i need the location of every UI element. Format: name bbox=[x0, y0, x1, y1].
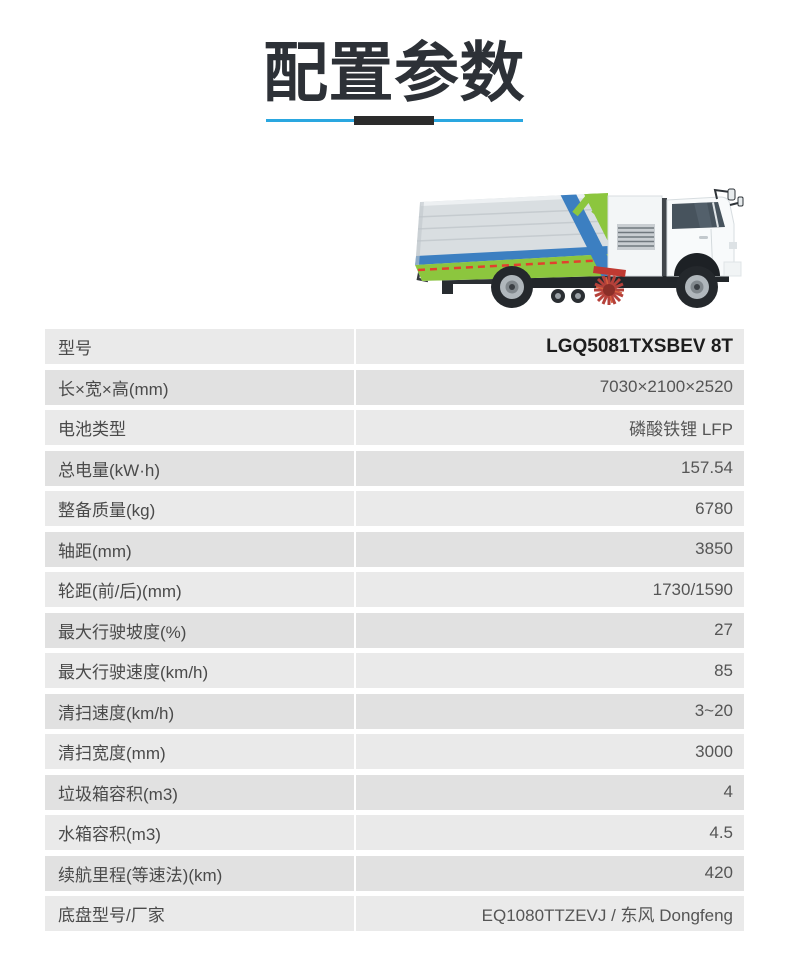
table-row-garbage-bin-volume: 垃圾箱容积(m3) 4 bbox=[45, 774, 744, 810]
spec-table: 型号 LGQ5081TXSBEV 8T 长×宽×高(mm) 7030×2100×… bbox=[45, 329, 744, 937]
table-row-model: 型号 LGQ5081TXSBEV 8T bbox=[45, 329, 744, 364]
truck-illustration bbox=[415, 188, 744, 308]
table-row-sweep-speed: 清扫速度(km/h) 3~20 bbox=[45, 693, 744, 729]
row-value: 157.54 bbox=[356, 450, 744, 486]
page-title: 配置参数 bbox=[262, 36, 525, 109]
rear-wheel bbox=[491, 266, 533, 308]
table-row-range: 续航里程(等速法)(km) 420 bbox=[45, 855, 744, 891]
sweeper-arm bbox=[593, 266, 626, 277]
table-row-sweep-width: 清扫宽度(mm) 3000 bbox=[45, 734, 744, 769]
row-value: 3~20 bbox=[356, 693, 744, 729]
row-value: EQ1080TTZEVJ / 东风 Dongfeng bbox=[356, 896, 744, 931]
table-row-max-gradient: 最大行驶坡度(%) 27 bbox=[45, 612, 744, 648]
row-label: 整备质量(kg) bbox=[45, 491, 354, 526]
row-value: 27 bbox=[356, 612, 744, 648]
caster-wheels bbox=[551, 289, 585, 303]
table-row-track-width: 轮距(前/后)(mm) 1730/1590 bbox=[45, 572, 744, 607]
row-value: 6780 bbox=[356, 491, 744, 526]
table-row-max-speed: 最大行驶速度(km/h) 85 bbox=[45, 653, 744, 688]
row-label: 长×宽×高(mm) bbox=[45, 369, 354, 405]
row-value: 3000 bbox=[356, 734, 744, 769]
row-label: 清扫宽度(mm) bbox=[45, 734, 354, 769]
row-label: 垃圾箱容积(m3) bbox=[45, 774, 354, 810]
title-divider-dark-segment bbox=[354, 116, 434, 125]
row-value: 4.5 bbox=[356, 815, 744, 850]
row-label: 最大行驶速度(km/h) bbox=[45, 653, 354, 688]
row-value: 85 bbox=[356, 653, 744, 688]
row-label: 最大行驶坡度(%) bbox=[45, 612, 354, 648]
row-label: 轮距(前/后)(mm) bbox=[45, 572, 354, 607]
table-row-water-tank-volume: 水箱容积(m3) 4.5 bbox=[45, 815, 744, 850]
truck-chassis-rear bbox=[442, 276, 522, 284]
table-row-dimensions: 长×宽×高(mm) 7030×2100×2520 bbox=[45, 369, 744, 405]
row-label: 清扫速度(km/h) bbox=[45, 693, 354, 729]
table-row-battery-type: 电池类型 磷酸铁锂 LFP bbox=[45, 410, 744, 445]
title-divider bbox=[266, 116, 523, 125]
row-label: 续航里程(等速法)(km) bbox=[45, 855, 354, 891]
row-label: 总电量(kW·h) bbox=[45, 450, 354, 486]
row-value: 7030×2100×2520 bbox=[356, 369, 744, 405]
row-value: 420 bbox=[356, 855, 744, 891]
mud-flap bbox=[442, 281, 453, 294]
table-row-battery-capacity: 总电量(kW·h) 157.54 bbox=[45, 450, 744, 486]
row-label: 电池类型 bbox=[45, 410, 354, 445]
row-label: 底盘型号/厂家 bbox=[45, 896, 354, 931]
row-label: 水箱容积(m3) bbox=[45, 815, 354, 850]
row-value: 4 bbox=[356, 774, 744, 810]
row-value: 1730/1590 bbox=[356, 572, 744, 607]
sweeper-brush bbox=[594, 275, 624, 305]
row-value: 磷酸铁锂 LFP bbox=[356, 410, 744, 445]
row-value: 3850 bbox=[356, 531, 744, 567]
table-row-wheelbase: 轴距(mm) 3850 bbox=[45, 531, 744, 567]
row-value: LGQ5081TXSBEV 8T bbox=[356, 329, 744, 364]
row-label: 型号 bbox=[45, 329, 354, 364]
row-label: 轴距(mm) bbox=[45, 531, 354, 567]
product-image-sweeper-truck bbox=[412, 184, 744, 314]
vent-box bbox=[607, 195, 663, 277]
front-wheel bbox=[676, 266, 718, 308]
table-row-curb-weight: 整备质量(kg) 6780 bbox=[45, 491, 744, 526]
table-row-chassis: 底盘型号/厂家 EQ1080TTZEVJ / 东风 Dongfeng bbox=[45, 896, 744, 931]
